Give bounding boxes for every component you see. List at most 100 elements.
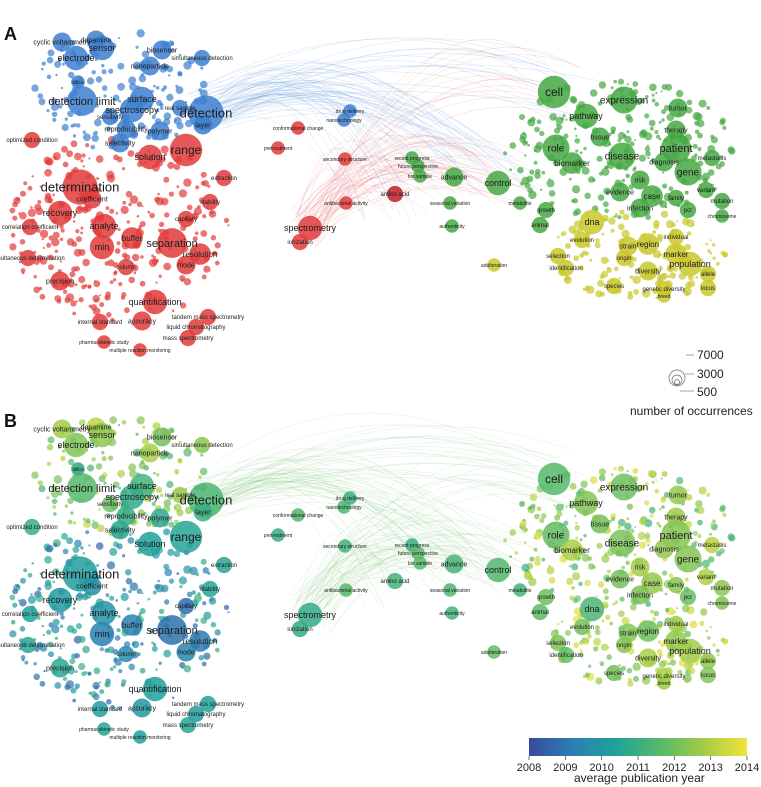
background-node	[70, 687, 77, 694]
background-node	[553, 504, 556, 507]
keyword-label: secondary structure	[323, 544, 367, 550]
background-node	[603, 187, 611, 195]
background-node	[64, 117, 69, 121]
background-node	[617, 525, 622, 530]
background-node	[715, 550, 722, 557]
background-node	[82, 552, 86, 555]
background-node	[83, 133, 91, 142]
background-node	[118, 99, 122, 103]
background-node	[37, 587, 42, 591]
background-node	[54, 682, 62, 689]
background-node	[660, 210, 669, 218]
keyword-node	[193, 436, 211, 454]
keyword-label: infection	[627, 593, 653, 600]
background-node	[121, 292, 127, 298]
network-edge	[325, 533, 435, 608]
keyword-node	[549, 634, 567, 652]
background-node	[587, 664, 592, 668]
keyword-node	[699, 652, 717, 670]
background-node	[33, 286, 40, 294]
keyword-node	[47, 200, 73, 226]
background-node	[638, 541, 647, 549]
network-edge	[211, 472, 467, 581]
background-node	[610, 130, 615, 135]
background-node	[524, 528, 528, 532]
background-node	[666, 265, 675, 273]
background-node	[153, 84, 156, 88]
network-edge	[195, 442, 560, 510]
keyword-node	[557, 646, 575, 664]
keyword-label: spectroscopy	[105, 105, 159, 115]
background-node	[135, 45, 139, 49]
keyword-node	[445, 219, 459, 233]
background-node	[709, 626, 712, 629]
keyword-label: region	[637, 240, 659, 249]
background-node	[23, 568, 28, 573]
network-edge	[219, 71, 508, 177]
background-node	[62, 676, 68, 681]
keyword-node	[19, 249, 37, 267]
background-node	[82, 258, 90, 267]
keyword-label: accuracy	[128, 318, 157, 325]
keyword-node	[91, 313, 109, 331]
keyword-node	[150, 508, 170, 528]
keyword-label: tissue	[591, 522, 609, 529]
background-node	[509, 142, 517, 149]
background-node	[38, 98, 46, 106]
network-edge	[191, 93, 469, 164]
background-node	[78, 662, 86, 671]
background-node	[151, 501, 156, 507]
background-node	[699, 620, 705, 627]
keyword-node	[667, 228, 685, 246]
keyword-label: selection	[546, 254, 570, 260]
background-node	[48, 622, 54, 628]
background-node	[661, 84, 668, 90]
background-node	[669, 659, 677, 666]
keyword-node	[579, 596, 605, 622]
background-node	[662, 570, 668, 576]
background-node	[27, 572, 33, 578]
background-node	[163, 176, 170, 183]
background-node	[584, 285, 591, 291]
background-node	[598, 468, 607, 476]
background-node	[719, 155, 723, 159]
keyword-label: ionization	[287, 240, 312, 246]
keyword-node	[610, 569, 630, 589]
background-node	[164, 599, 170, 605]
network-edge	[213, 476, 432, 564]
background-node	[27, 208, 36, 217]
background-node	[705, 242, 709, 246]
background-node	[101, 69, 107, 75]
background-node	[99, 689, 105, 695]
background-node	[503, 538, 508, 543]
background-node	[136, 29, 145, 38]
background-node	[629, 528, 635, 534]
keyword-label: dna	[584, 217, 599, 227]
background-node	[621, 229, 630, 238]
background-node	[159, 64, 168, 73]
background-node	[653, 223, 659, 230]
keyword-label: marker	[664, 250, 689, 259]
keyword-label: reproducibility	[104, 126, 148, 133]
keyword-label: liquid chromatography	[166, 325, 225, 331]
background-node	[647, 470, 655, 478]
keyword-label: sensitivity	[97, 115, 123, 121]
keyword-label: pharmacokinetic study	[79, 727, 129, 733]
background-node	[156, 99, 163, 106]
keyword-label: internal standard	[78, 707, 123, 713]
background-node	[627, 680, 634, 687]
network-edge	[219, 65, 462, 191]
background-node	[719, 542, 723, 546]
background-node	[566, 577, 574, 586]
background-node	[141, 50, 149, 58]
keyword-node	[667, 576, 685, 594]
background-node	[74, 653, 80, 659]
background-node	[136, 215, 140, 218]
background-node	[712, 643, 716, 647]
keyword-label: cell	[545, 85, 563, 99]
legend-value-7000: 7000	[697, 348, 724, 362]
background-node	[12, 588, 18, 595]
background-node	[114, 248, 121, 254]
network-edge	[219, 451, 541, 485]
background-node	[656, 521, 661, 526]
